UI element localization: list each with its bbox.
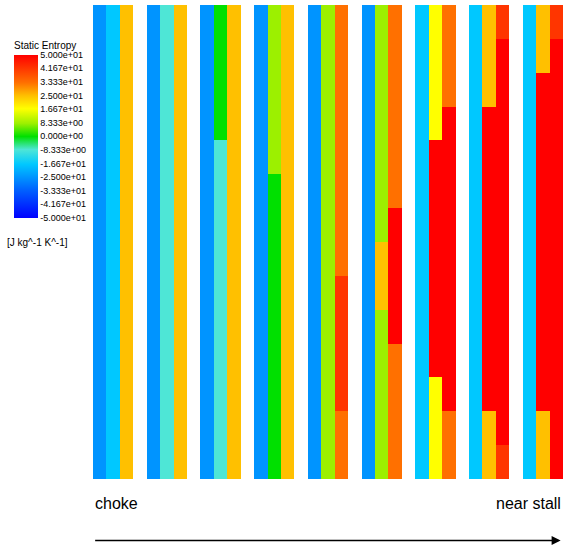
svg-text:1.667e+01: 1.667e+01 — [40, 104, 83, 114]
svg-text:5.000e+01: 5.000e+01 — [40, 50, 83, 60]
svg-text:choke: choke — [95, 495, 138, 512]
svg-text:-4.167e+01: -4.167e+01 — [40, 199, 86, 209]
svg-text:-5.000e+01: -5.000e+01 — [40, 213, 86, 223]
svg-text:-1.667e+01: -1.667e+01 — [40, 159, 86, 169]
svg-text:-3.333e+01: -3.333e+01 — [40, 186, 86, 196]
svg-text:near stall: near stall — [496, 495, 561, 512]
svg-text:4.167e+01: 4.167e+01 — [40, 63, 83, 73]
svg-text:2.500e+01: 2.500e+01 — [40, 91, 83, 101]
svg-text:8.333e+00: 8.333e+00 — [40, 118, 83, 128]
svg-text:-8.333e+00: -8.333e+00 — [40, 145, 86, 155]
svg-text:[J kg^-1 K^-1]: [J kg^-1 K^-1] — [7, 237, 68, 248]
svg-text:Static Entropy: Static Entropy — [14, 40, 76, 51]
svg-text:3.333e+01: 3.333e+01 — [40, 77, 83, 87]
svg-text:-2.500e+01: -2.500e+01 — [40, 172, 86, 182]
svg-text:0.000e+00: 0.000e+00 — [40, 131, 83, 141]
